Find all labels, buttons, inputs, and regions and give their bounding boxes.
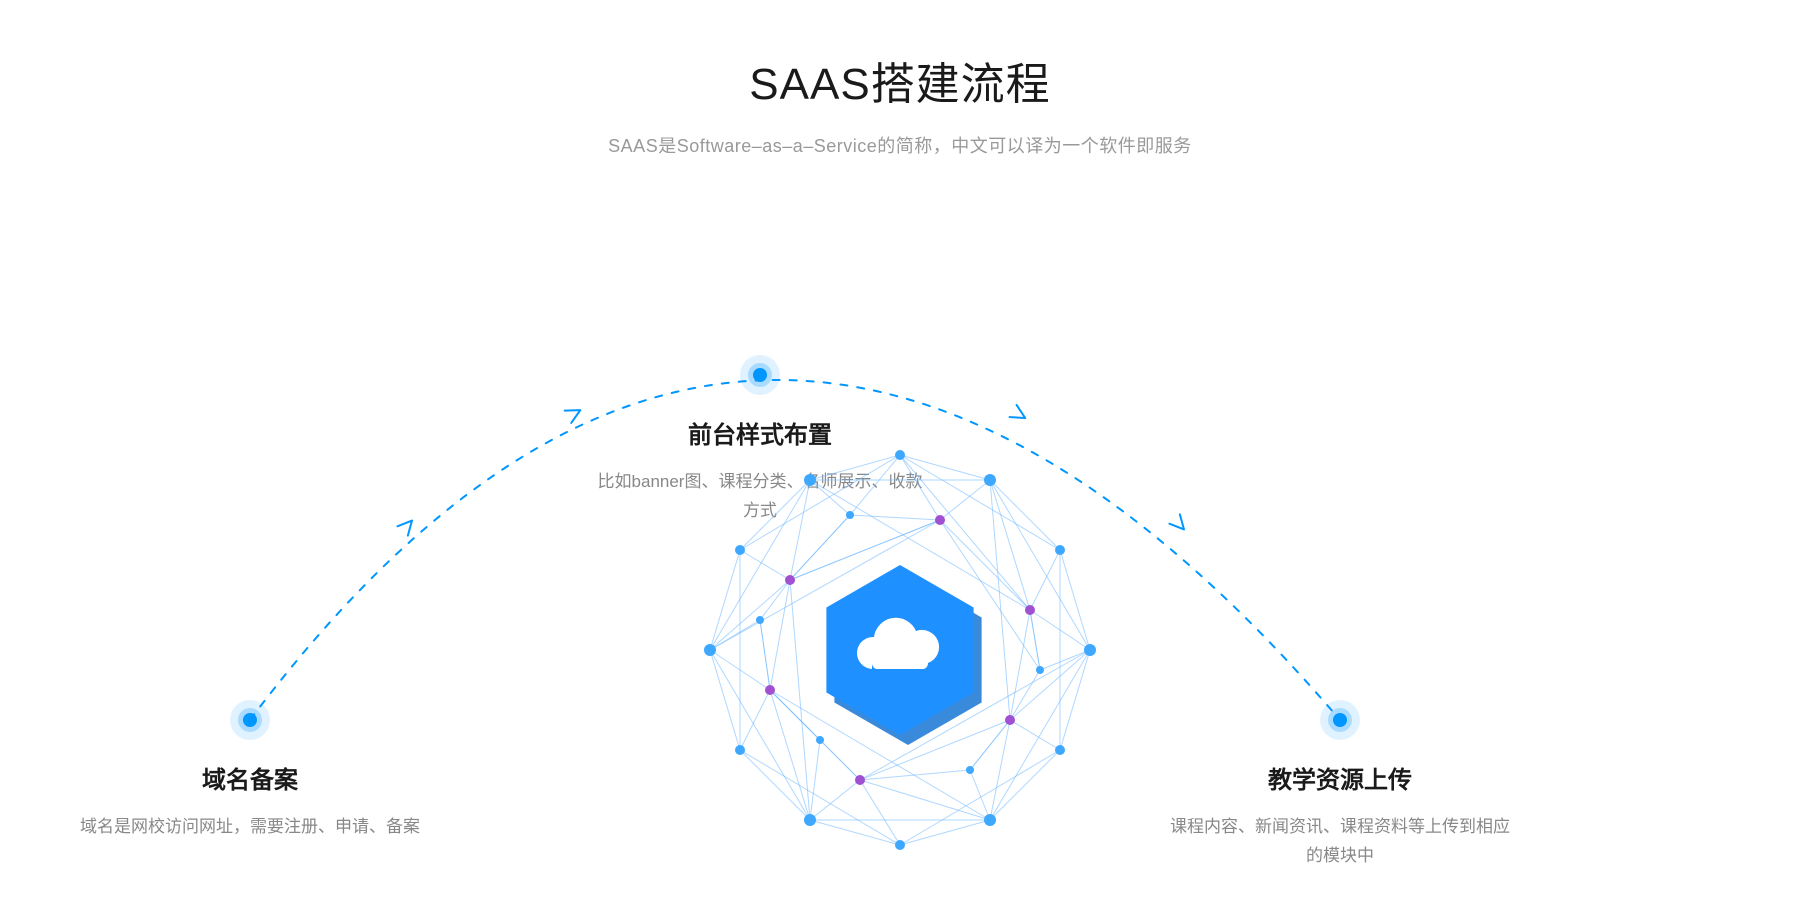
- step-desc: 课程内容、新闻资讯、课程资料等上传到相应的模块中: [1170, 813, 1510, 871]
- step-domain-registration: 域名备案 域名是网校访问网址，需要注册、申请、备案: [80, 760, 420, 842]
- header: SAAS搭建流程 SAAS是Software–as–a–Service的简称，中…: [0, 0, 1800, 158]
- network-cloud-icon: [690, 440, 1110, 860]
- step-dot-marker: [1320, 700, 1360, 740]
- step-title: 教学资源上传: [1170, 760, 1510, 795]
- step-desc: 域名是网校访问网址，需要注册、申请、备案: [80, 813, 420, 842]
- step-resource-upload: 教学资源上传 课程内容、新闻资讯、课程资料等上传到相应的模块中: [1170, 760, 1510, 871]
- page-title: SAAS搭建流程: [0, 48, 1800, 112]
- step-dot-marker: [740, 355, 780, 395]
- step-dot-marker: [230, 700, 270, 740]
- page-subtitle: SAAS是Software–as–a–Service的简称，中文可以译为一个软件…: [0, 132, 1800, 158]
- step-title: 域名备案: [80, 760, 420, 795]
